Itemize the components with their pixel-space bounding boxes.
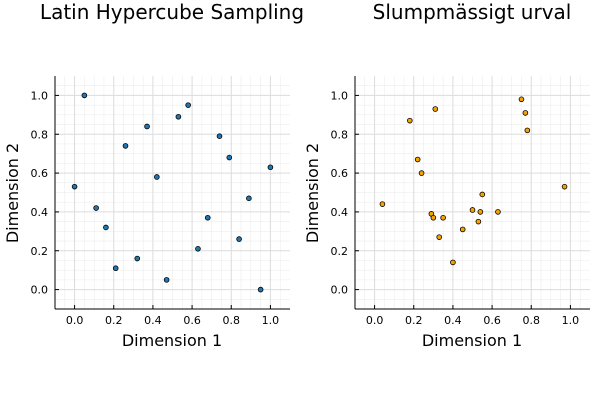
data-point <box>154 174 160 180</box>
data-point <box>407 117 413 124</box>
data-point <box>122 143 129 149</box>
y-axis-label: Dimension 2 <box>3 143 22 243</box>
data-point <box>440 214 446 221</box>
y-tick-label: 0.0 <box>331 284 349 297</box>
x-tick-label: 0.0 <box>366 314 384 327</box>
data-point <box>93 205 99 211</box>
data-point <box>475 218 482 225</box>
data-point <box>432 106 439 112</box>
data-point <box>379 201 386 207</box>
data-point <box>81 92 88 99</box>
y-tick-label: 0.2 <box>31 245 49 258</box>
x-tick-label: 0.4 <box>144 314 162 327</box>
x-tick-label: 1.0 <box>562 314 580 327</box>
data-point <box>469 207 476 213</box>
x-tick-label: 0.8 <box>223 314 241 327</box>
data-point <box>204 214 211 221</box>
y-tick-label: 1.0 <box>331 89 349 102</box>
data-point <box>561 183 568 190</box>
data-point <box>436 234 443 240</box>
data-point <box>524 127 531 134</box>
y-tick-label: 0.2 <box>331 245 349 258</box>
chart-title: Latin Hypercube Sampling <box>40 0 304 24</box>
data-point <box>216 133 223 139</box>
y-tick-label: 0.4 <box>331 206 349 219</box>
data-point <box>450 259 456 266</box>
x-axis-label: Dimension 1 <box>122 331 222 350</box>
data-point <box>236 236 242 242</box>
grid <box>355 76 590 309</box>
data-point <box>175 113 182 120</box>
data-point <box>144 123 150 130</box>
data-point <box>163 277 170 283</box>
chart-right: Slumpmässigt urval Dimension 1 Dimension… <box>303 0 590 350</box>
y-tick-label: 0.6 <box>331 167 349 180</box>
x-tick-label: 0.2 <box>105 314 123 327</box>
data-point <box>134 255 141 262</box>
data-point <box>430 214 437 221</box>
data-point <box>418 170 425 176</box>
data-point <box>495 209 501 215</box>
data-point <box>185 102 191 108</box>
y-tick-label: 0.6 <box>31 167 49 180</box>
chart-title: Slumpmässigt urval <box>373 0 572 24</box>
data-point <box>246 195 252 202</box>
y-tick-label: 0.8 <box>331 128 349 141</box>
data-point <box>103 224 109 231</box>
x-tick-label: 1.0 <box>262 314 280 327</box>
data-point <box>71 183 78 190</box>
x-tick-label: 0.4 <box>444 314 462 327</box>
data-point <box>522 110 529 116</box>
grid <box>55 76 290 309</box>
data-point <box>477 209 484 215</box>
data-point <box>459 226 466 233</box>
data-point <box>112 265 119 272</box>
y-tick-label: 0.0 <box>31 284 49 297</box>
x-tick-label: 0.0 <box>66 314 84 327</box>
x-tick-label: 0.8 <box>523 314 541 327</box>
y-tick-label: 0.8 <box>31 128 49 141</box>
data-point <box>226 154 233 161</box>
x-tick-label: 0.6 <box>183 314 201 327</box>
y-tick-label: 0.4 <box>31 206 49 219</box>
data-point <box>518 96 525 103</box>
y-tick-label: 1.0 <box>31 89 49 102</box>
chart-left: Latin Hypercube Sampling Dimension 1 Dim… <box>3 0 304 350</box>
data-point <box>267 164 274 171</box>
x-tick-label: 0.2 <box>405 314 423 327</box>
x-tick-label: 0.6 <box>483 314 501 327</box>
data-point <box>479 191 486 198</box>
y-axis-label: Dimension 2 <box>303 143 322 243</box>
data-point <box>195 246 201 252</box>
x-axis-label: Dimension 1 <box>422 331 522 350</box>
data-point <box>414 156 421 163</box>
data-point <box>257 286 264 293</box>
